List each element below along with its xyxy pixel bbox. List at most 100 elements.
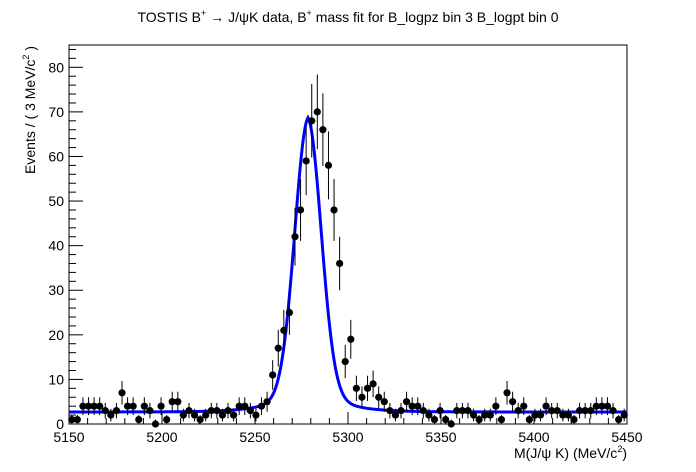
data-point bbox=[464, 402, 472, 419]
plot-frame bbox=[68, 44, 628, 425]
data-marker bbox=[609, 407, 617, 415]
data-point bbox=[497, 415, 506, 424]
data-point bbox=[514, 402, 522, 419]
x-axis-label-superscript: 2 bbox=[617, 444, 622, 454]
data-point bbox=[570, 415, 578, 424]
data-marker bbox=[525, 415, 533, 424]
data-point bbox=[609, 402, 617, 419]
data-point bbox=[324, 131, 333, 200]
data-marker bbox=[497, 415, 506, 424]
data-marker bbox=[202, 411, 210, 419]
chart-title-part: TOSTIS B bbox=[137, 9, 201, 25]
data-point bbox=[408, 397, 416, 416]
data-point bbox=[84, 397, 93, 416]
data-marker bbox=[274, 344, 282, 352]
data-marker bbox=[341, 357, 349, 366]
data-point bbox=[564, 408, 573, 422]
x-axis-label: M(J/ψ K) (MeV/c2) bbox=[514, 444, 627, 461]
x-tick-label: 5350 bbox=[425, 429, 456, 445]
data-marker bbox=[564, 411, 573, 419]
data-marker bbox=[135, 415, 143, 424]
data-marker bbox=[291, 233, 299, 241]
data-marker bbox=[352, 384, 360, 392]
data-marker bbox=[603, 402, 612, 410]
data-marker bbox=[90, 402, 98, 410]
x-tick-label: 5300 bbox=[332, 429, 363, 445]
data-marker bbox=[408, 402, 416, 410]
data-points-layer bbox=[68, 74, 628, 428]
data-marker bbox=[79, 402, 87, 410]
chart-title-part: mass fit for B_logpz bin 3 B_logpt bin 0 bbox=[312, 9, 559, 25]
data-point bbox=[168, 391, 176, 412]
data-marker bbox=[146, 407, 154, 415]
y-axis-label-superscript: 2 bbox=[21, 55, 31, 60]
data-marker bbox=[123, 402, 132, 410]
data-marker bbox=[241, 402, 249, 410]
data-point bbox=[107, 408, 115, 422]
data-marker bbox=[620, 411, 628, 419]
data-point bbox=[536, 408, 545, 422]
y-axis-label-part: ) bbox=[22, 46, 38, 55]
data-point bbox=[151, 419, 160, 428]
data-point bbox=[174, 391, 182, 412]
data-point bbox=[419, 402, 427, 419]
data-point bbox=[313, 74, 321, 150]
plot-area bbox=[68, 44, 628, 425]
data-marker bbox=[536, 411, 545, 419]
x-tick-label: 5200 bbox=[146, 429, 177, 445]
data-marker bbox=[129, 402, 137, 410]
y-tick-label: 80 bbox=[48, 59, 64, 75]
data-point bbox=[553, 402, 561, 419]
data-marker bbox=[257, 402, 266, 410]
data-point bbox=[598, 397, 606, 416]
chart-title-superscript: + bbox=[307, 8, 312, 18]
data-marker bbox=[196, 415, 204, 424]
chart-title-part: → J/ψK data, B bbox=[206, 9, 306, 25]
data-marker bbox=[509, 398, 517, 406]
data-marker bbox=[280, 326, 288, 334]
data-point bbox=[559, 408, 567, 422]
y-tick-label: 0 bbox=[56, 416, 64, 432]
data-point bbox=[185, 402, 193, 419]
y-tick-label: 40 bbox=[48, 238, 64, 254]
data-marker bbox=[369, 380, 377, 388]
data-marker bbox=[402, 398, 411, 406]
data-marker bbox=[207, 407, 215, 415]
data-point bbox=[352, 375, 360, 401]
data-point bbox=[241, 397, 249, 416]
data-point bbox=[302, 126, 310, 196]
data-marker bbox=[330, 206, 338, 214]
data-point bbox=[475, 415, 483, 424]
data-point bbox=[263, 391, 271, 412]
data-point bbox=[179, 408, 187, 422]
data-point bbox=[207, 402, 215, 419]
data-marker bbox=[514, 407, 522, 415]
data-point bbox=[481, 408, 489, 422]
data-marker bbox=[520, 402, 528, 410]
data-marker bbox=[101, 407, 109, 415]
data-marker bbox=[425, 411, 433, 419]
data-marker bbox=[592, 402, 600, 410]
data-point bbox=[542, 397, 550, 416]
data-point bbox=[581, 402, 589, 419]
data-marker bbox=[503, 389, 511, 397]
data-point bbox=[274, 329, 282, 367]
y-axis: 0 10 20 30 40 50 60 70 80 bbox=[48, 48, 83, 432]
x-axis-label-part: M(J/ψ K) (MeV/c bbox=[514, 445, 617, 461]
data-marker bbox=[581, 407, 589, 415]
data-point bbox=[235, 397, 243, 416]
data-point bbox=[135, 415, 143, 424]
data-marker bbox=[163, 415, 171, 424]
data-point bbox=[224, 402, 232, 419]
data-marker bbox=[386, 407, 394, 415]
data-point bbox=[369, 370, 377, 398]
data-marker bbox=[324, 161, 333, 169]
data-marker bbox=[157, 402, 165, 410]
data-marker bbox=[296, 206, 305, 214]
y-tick-label: 20 bbox=[48, 327, 64, 343]
data-marker bbox=[548, 407, 556, 415]
y-tick-label: 60 bbox=[48, 148, 64, 164]
data-point bbox=[358, 386, 366, 409]
data-marker bbox=[531, 411, 539, 419]
data-marker bbox=[313, 108, 321, 116]
